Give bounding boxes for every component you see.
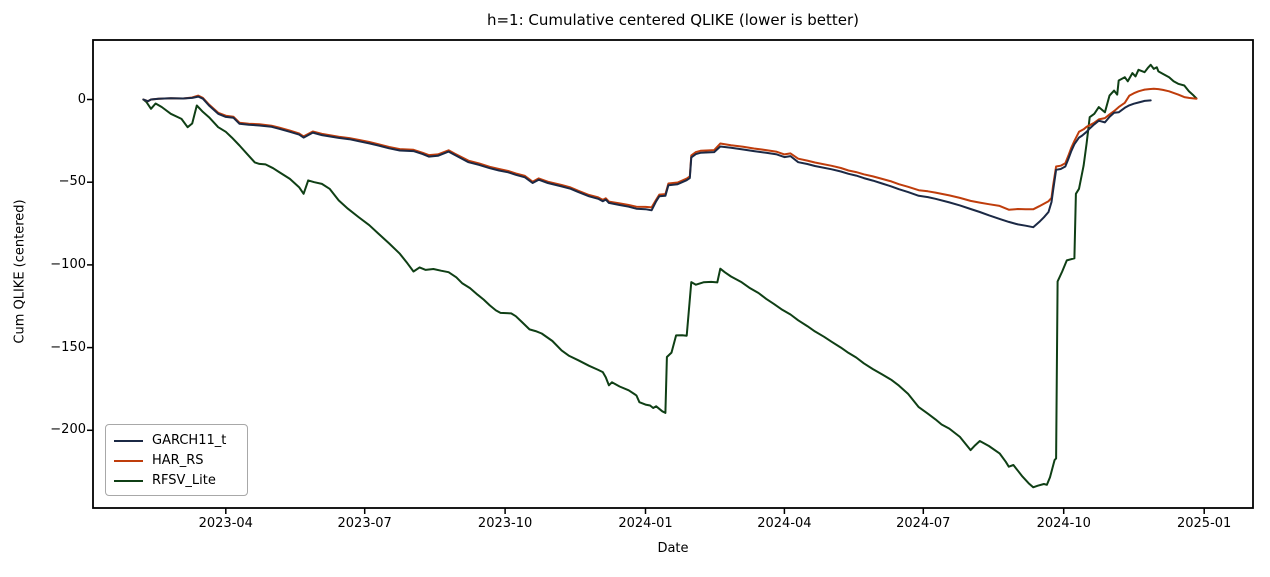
x-tick-label: 2024-10 bbox=[1036, 516, 1091, 531]
x-tick-label: 2023-10 bbox=[477, 516, 533, 531]
x-tick-label: 2024-07 bbox=[896, 516, 951, 531]
x-tick-label: 2024-01 bbox=[618, 516, 673, 531]
x-tick-label: 2025-01 bbox=[1176, 516, 1232, 531]
axis-ticks bbox=[87, 98, 1205, 514]
series-line-har_rs bbox=[142, 87, 1198, 211]
legend: GARCH11_t HAR_RS RFSV_Lite bbox=[105, 424, 248, 496]
y-tick-label: 0 bbox=[77, 91, 86, 107]
legend-line-rfsv-lite-icon bbox=[114, 480, 143, 482]
legend-label: RFSV_Lite bbox=[152, 473, 216, 488]
y-tick-label: −150 bbox=[50, 339, 86, 355]
y-tick-label: −50 bbox=[58, 174, 86, 190]
series-line-rfsv_lite bbox=[142, 63, 1198, 489]
legend-label: GARCH11_t bbox=[152, 433, 227, 448]
y-tick-label: −100 bbox=[50, 256, 86, 272]
legend-label: HAR_RS bbox=[152, 453, 204, 468]
x-tick-label: 2023-04 bbox=[198, 516, 253, 531]
x-tick-label: 2024-04 bbox=[757, 516, 812, 531]
legend-line-garch11-t-icon bbox=[114, 440, 143, 442]
legend-line-har-rs-icon bbox=[114, 460, 143, 462]
y-tick-label: −200 bbox=[50, 422, 86, 438]
plot-border bbox=[92, 39, 1254, 509]
legend-item-garch11-t: GARCH11_t bbox=[114, 431, 239, 451]
chart-title: h=1: Cumulative centered QLIKE (lower is… bbox=[486, 11, 860, 29]
series-lines bbox=[142, 63, 1198, 489]
legend-item-rfsv-lite: RFSV_Lite bbox=[114, 471, 239, 491]
x-tick-label: 2023-07 bbox=[337, 516, 392, 531]
legend-item-har-rs: HAR_RS bbox=[114, 451, 239, 471]
x-axis-label: Date bbox=[657, 541, 689, 556]
series-line-garch11_t bbox=[142, 95, 1152, 229]
